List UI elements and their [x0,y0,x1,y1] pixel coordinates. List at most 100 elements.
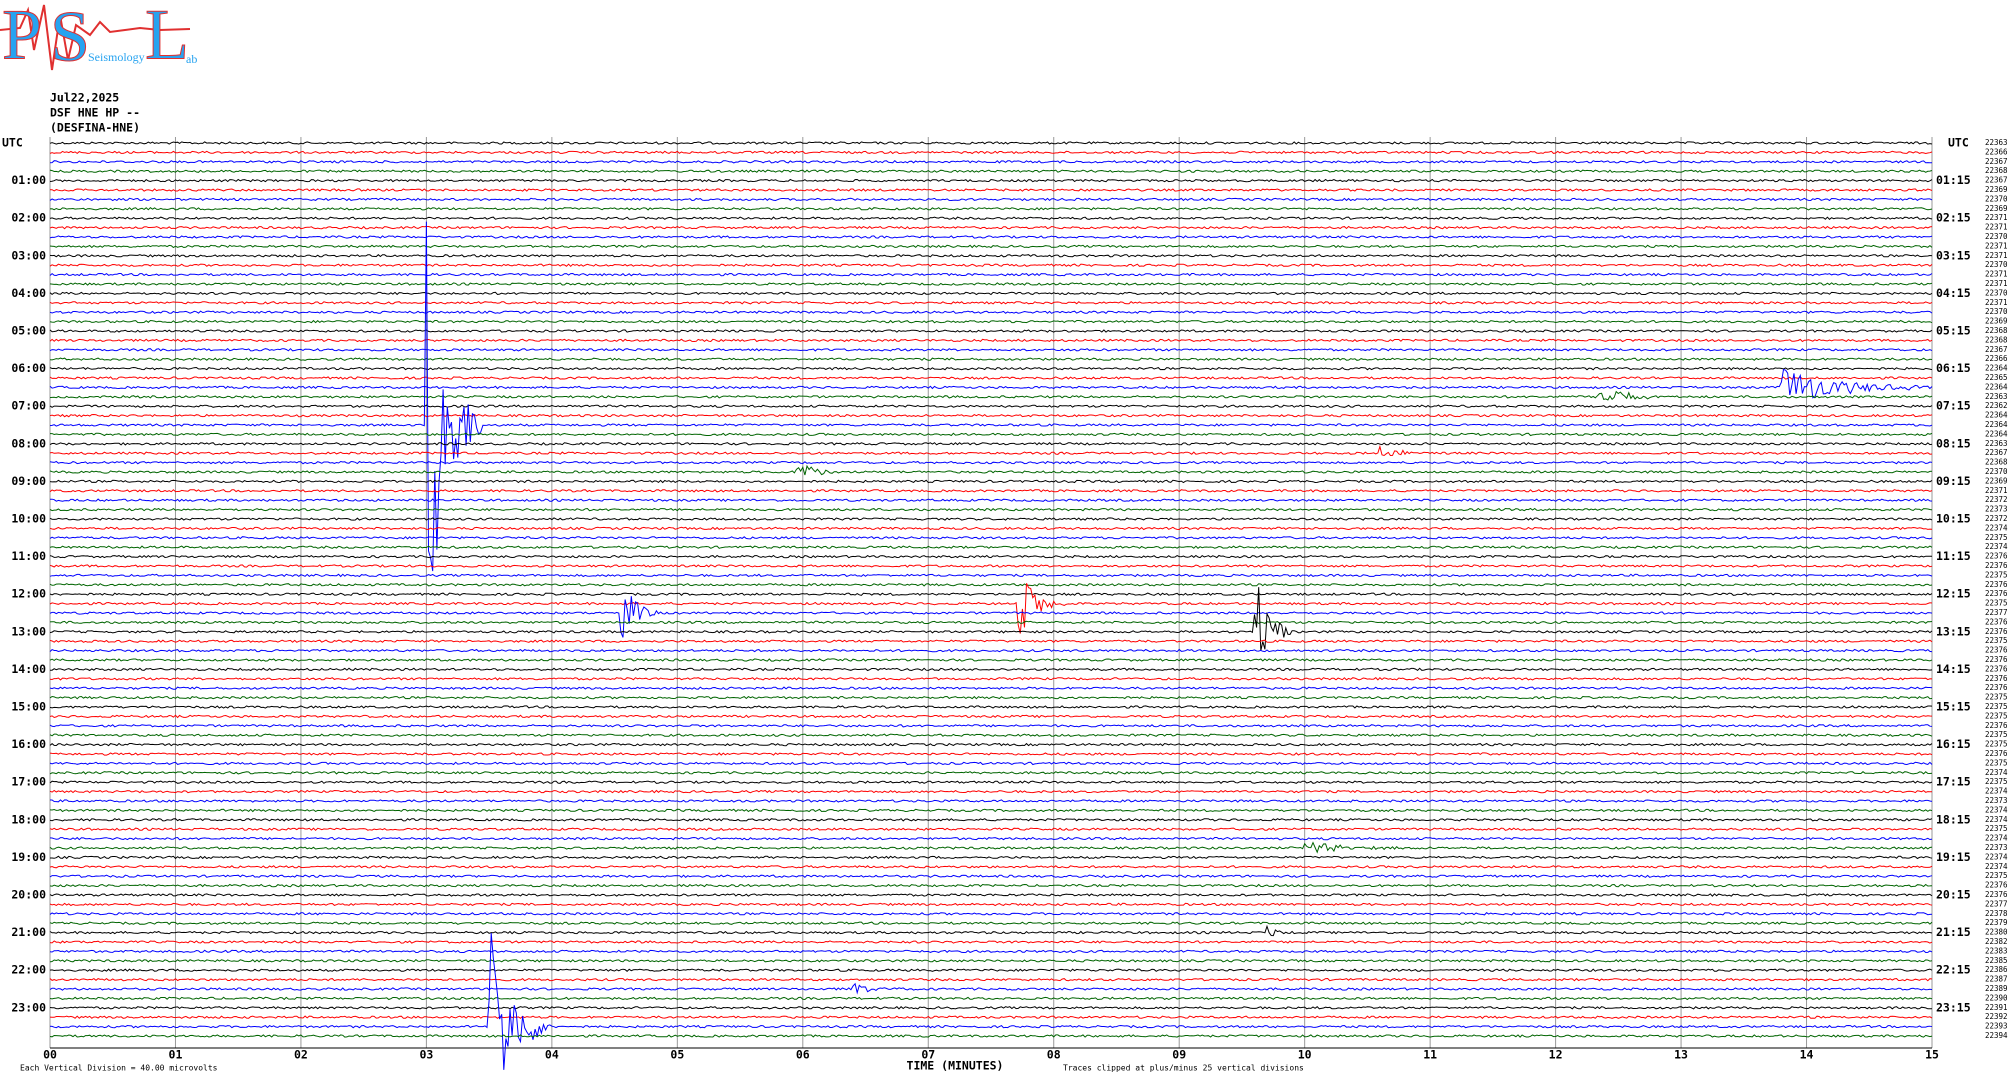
trace-count: 22364 [1985,411,2008,420]
left-hour-label: 15:00 [11,700,46,714]
trace [49,390,1933,401]
x-tick-label: 08 [1047,1048,1061,1062]
trace-count: 22365 [1985,373,2008,382]
trace-count: 22363 [1985,392,2008,401]
trace-count: 22370 [1985,288,2008,297]
trace [49,216,1933,220]
trace-count: 22368 [1985,326,2008,335]
trace-count: 22374 [1985,815,2008,824]
trace-count: 22393 [1985,1022,2008,1031]
trace-count: 22374 [1985,805,2008,814]
trace-count: 22371 [1985,270,2008,279]
trace-count: 22389 [1985,984,2008,993]
trace-count: 22370 [1985,232,2008,241]
trace-count: 22376 [1985,655,2008,664]
left-hour-label: 14:00 [11,662,46,676]
trace [49,883,1933,888]
x-tick-label: 05 [670,1048,684,1062]
trace [49,724,1933,728]
trace-count: 22371 [1985,213,2008,222]
trace [49,254,1933,258]
trace [49,587,1933,652]
trace [49,771,1933,775]
trace [49,841,1933,854]
trace [49,827,1933,831]
x-tick-label: 03 [419,1048,433,1062]
trace [49,282,1933,286]
trace [49,667,1933,672]
station: DSF HNE HP -- [50,106,140,120]
logo-word: Seismology [88,50,145,64]
x-axis-title: TIME (MINUTES) [907,1059,1004,1073]
trace [49,536,1933,540]
trace-count: 22378 [1985,909,2008,918]
left-hour-label: 18:00 [11,812,46,826]
trace-count: 22372 [1985,514,2008,523]
trace-count: 22387 [1985,975,2008,984]
trace-count: 22375 [1985,758,2008,767]
trace-count: 22364 [1985,382,2008,391]
trace-count: 22375 [1985,599,2008,608]
trace [49,686,1933,690]
trace-count: 22376 [1985,646,2008,655]
trace-count: 22368 [1985,335,2008,344]
left-hour-label: 12:00 [11,587,46,601]
trace-count: 22371 [1985,223,2008,232]
trace-count: 22375 [1985,533,2008,542]
trace-count: 22364 [1985,364,2008,373]
trace-count: 22386 [1985,965,2008,974]
trace [49,545,1933,549]
left-hour-label: 09:00 [11,474,46,488]
trace [49,460,1933,465]
trace [49,808,1933,813]
left-hour-label: 20:00 [11,888,46,902]
right-hour-label: 11:15 [1936,549,1971,563]
x-tick-label: 01 [169,1048,183,1062]
right-hour-label: 06:15 [1936,361,1971,375]
x-tick-label: 02 [294,1048,308,1062]
trace [49,404,1933,408]
trace-count: 22370 [1985,194,2008,203]
trace-count: 22375 [1985,730,2008,739]
trace [49,554,1932,559]
trace [49,225,1933,230]
x-tick-label: 09 [1172,1048,1186,1062]
date: Jul22,2025 [50,91,119,105]
trace [49,347,1933,352]
trace-count: 22385 [1985,956,2008,965]
right-hour-label: 09:15 [1936,474,1971,488]
left-hour-label: 22:00 [11,963,46,977]
trace-count: 22371 [1985,251,2008,260]
trace-count: 22373 [1985,796,2008,805]
trace-count: 22376 [1985,561,2008,570]
trace [49,865,1933,869]
trace-count: 22371 [1985,298,2008,307]
trace-count: 22376 [1985,627,2008,636]
trace [49,982,1933,995]
trace-count: 22376 [1985,890,2008,899]
trace [49,376,1933,380]
trace-count: 22374 [1985,523,2008,532]
trace [49,357,1933,362]
trace [49,1006,1932,1010]
right-hour-label: 18:15 [1936,812,1971,826]
left-hour-label: 07:00 [11,399,46,413]
trace-count: 22375 [1985,740,2008,749]
left-hour-label: 10:00 [11,512,46,526]
trace [50,855,1933,860]
right-hour-label: 12:15 [1936,587,1971,601]
trace-count: 22375 [1985,693,2008,702]
trace [49,244,1933,249]
left-hour-label: 03:00 [11,248,46,262]
trace [49,977,1933,982]
trace [49,464,1933,476]
trace-count: 22376 [1985,580,2008,589]
trace [49,272,1933,277]
right-hour-label: 16:15 [1936,737,1971,751]
trace [49,583,1933,587]
trace [49,479,1933,484]
trace [49,780,1933,784]
trace-count: 22364 [1985,429,2008,438]
logo-letter: S [50,0,90,77]
